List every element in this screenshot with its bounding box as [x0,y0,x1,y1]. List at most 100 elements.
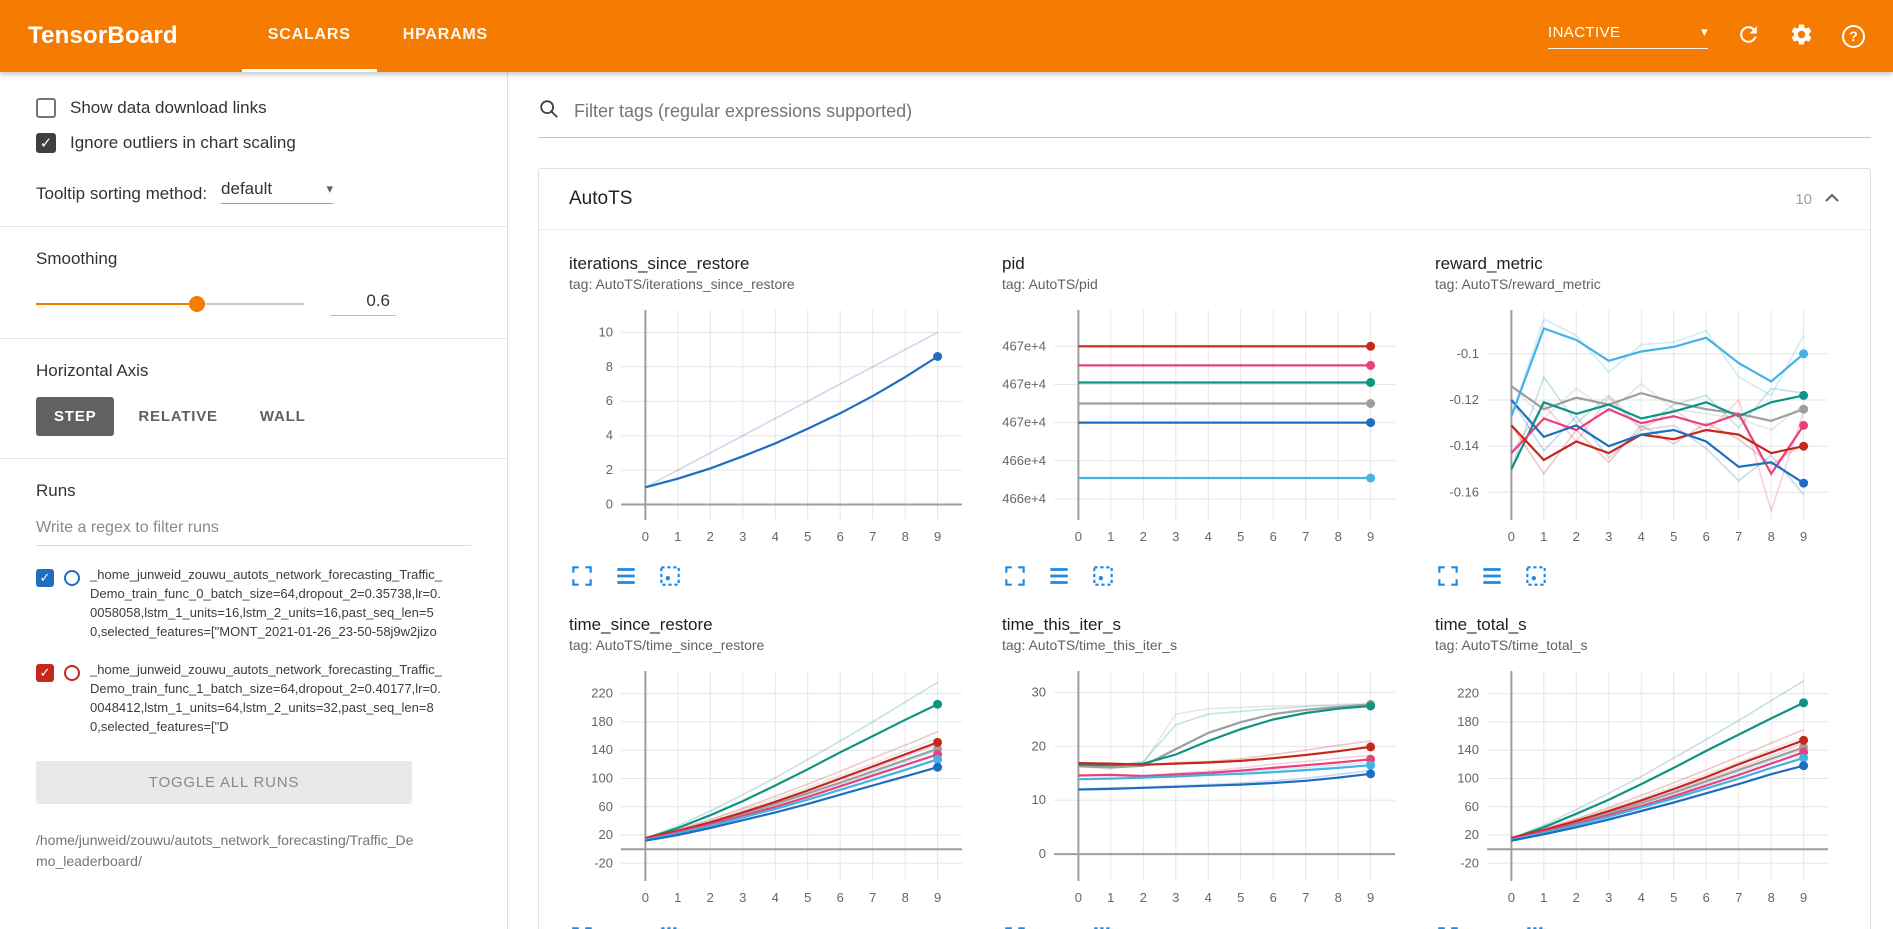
chart-title: pid [1002,254,1025,273]
data-refresh-status-select[interactable]: INACTIVE ▾ [1548,24,1708,49]
runs-filter-input[interactable] [36,511,471,546]
svg-text:5: 5 [1670,529,1677,544]
expand-chart-icon[interactable] [569,563,595,589]
svg-text:0: 0 [606,497,613,512]
chart-plot[interactable]: 0 1 2 3 4 5 6 7 8 9 220 180 140 100 60 20 -20 [1435,661,1840,911]
svg-text:20: 20 [1032,738,1046,753]
tag-group-card-autots: AutoTS 10 iterations_since_restore tag: A… [538,168,1871,929]
svg-text:3: 3 [739,529,746,544]
expand-chart-icon[interactable] [1435,563,1461,589]
card-title: AutoTS [569,188,633,209]
data-table-icon[interactable] [1046,563,1072,589]
chart-toolbar [1002,563,1407,589]
chart-title: time_total_s [1435,615,1527,634]
expand-chart-icon[interactable] [1435,924,1461,929]
axis-button-wall[interactable]: WALL [242,397,324,436]
checkbox-ignore-outliers[interactable]: ✓ Ignore outliers in chart scaling [36,133,471,153]
svg-text:0: 0 [1075,529,1082,544]
expand-chart-icon[interactable] [1002,563,1028,589]
svg-text:0: 0 [1508,890,1515,905]
chart-plot[interactable]: 0 1 2 3 4 5 6 7 8 9 0 2 4 6 8 10 [569,300,974,550]
chart-toolbar [1435,924,1840,929]
run-solo-radio[interactable] [64,570,80,586]
data-table-icon[interactable] [613,924,639,929]
fit-domain-icon[interactable] [657,563,683,589]
svg-text:4: 4 [1638,529,1645,544]
svg-text:220: 220 [591,686,613,701]
svg-text:60: 60 [599,799,613,814]
tab-hparams[interactable]: HPARAMS [402,25,489,43]
chart-tag: tag: AutoTS/reward_metric [1435,276,1601,292]
chart-tag: tag: AutoTS/time_this_iter_s [1002,637,1178,653]
run-solo-radio[interactable] [64,665,80,682]
card-header[interactable]: AutoTS 10 [539,169,1870,230]
slider-thumb[interactable] [188,295,205,312]
data-table-icon[interactable] [1479,563,1505,589]
chart-plot[interactable]: 0 1 2 3 4 5 6 7 8 9 220 180 140 100 60 20 -20 [569,661,974,911]
run-name: _home_junweid_zouwu_autots_network_forec… [90,662,442,734]
svg-text:8: 8 [1768,529,1775,544]
help-button[interactable]: ? [1842,24,1865,48]
fit-domain-icon[interactable] [657,924,683,929]
toggle-all-runs-button[interactable]: TOGGLE ALL RUNS [36,760,412,804]
run-item: ✓ _home_junweid_zouwu_autots_network_fore… [36,566,471,641]
settings-button[interactable] [1789,22,1814,50]
run-list: ✓ _home_junweid_zouwu_autots_network_fore… [36,566,471,737]
refresh-icon [1736,22,1761,50]
tooltip-sorting-select[interactable]: default ▾ [221,179,334,204]
tab-scalars[interactable]: SCALARS [241,0,377,72]
svg-text:6: 6 [1703,890,1710,905]
fit-domain-icon[interactable] [1523,924,1549,929]
tag-filter-input[interactable] [574,101,1871,122]
svg-text:4: 4 [1638,890,1645,905]
svg-text:9: 9 [1800,890,1807,905]
axis-button-relative[interactable]: RELATIVE [120,397,235,436]
run-checkbox[interactable]: ✓ [36,664,54,683]
svg-text:6: 6 [837,890,844,905]
expand-chart-icon[interactable] [1002,924,1028,929]
svg-text:4: 4 [1205,890,1212,905]
svg-text:100: 100 [591,771,613,786]
card-collapse-control[interactable]: 10 [1795,190,1840,208]
data-table-icon[interactable] [613,563,639,589]
svg-text:1: 1 [1540,529,1547,544]
svg-text:7: 7 [1735,529,1742,544]
chart-title: time_since_restore [569,615,713,634]
fit-domain-icon[interactable] [1090,924,1116,929]
svg-text:4: 4 [772,890,779,905]
runs-label: Runs [36,481,76,500]
svg-text:3: 3 [739,890,746,905]
svg-text:2.466e+4: 2.466e+4 [1002,453,1046,468]
smoothing-value[interactable]: 0.6 [330,291,396,316]
chevron-down-icon: ▾ [1701,24,1708,39]
chart-title: reward_metric [1435,254,1543,273]
checkbox [36,98,56,118]
svg-text:9: 9 [1367,529,1374,544]
chart-tag: tag: AutoTS/iterations_since_restore [569,276,795,292]
chart-plot[interactable]: 0 1 2 3 4 5 6 7 8 9 2.467e+4 2.467e+4 2.467e+4 2.466e… [991,300,1407,550]
help-icon: ? [1842,24,1865,48]
axis-button-step[interactable]: STEP [36,397,115,436]
svg-text:10: 10 [1032,792,1046,807]
data-table-icon[interactable] [1046,924,1072,929]
svg-text:5: 5 [1670,890,1677,905]
svg-text:3: 3 [1605,890,1612,905]
divider [0,338,507,339]
svg-text:6: 6 [1270,529,1277,544]
smoothing-label: Smoothing [36,249,118,268]
smoothing-slider[interactable] [36,294,304,314]
divider [0,458,507,459]
refresh-button[interactable] [1736,22,1761,50]
fit-domain-icon[interactable] [1090,563,1116,589]
fit-domain-icon[interactable] [1523,563,1549,589]
svg-text:-0.12: -0.12 [1449,392,1479,407]
chart-plot[interactable]: 0 1 2 3 4 5 6 7 8 9 -0.1 -0.12 -0.14 -0.16 [1435,300,1840,550]
run-checkbox[interactable]: ✓ [36,569,54,587]
chart-card-iterations_since_restore: iterations_since_restore tag: AutoTS/iter… [569,254,974,589]
svg-text:8: 8 [1335,529,1342,544]
chart-plot[interactable]: 0 1 2 3 4 5 6 7 8 9 30 20 10 0 [1002,661,1407,911]
data-table-icon[interactable] [1479,924,1505,929]
checkbox-show-download-links[interactable]: Show data download links [36,98,471,118]
expand-chart-icon[interactable] [569,924,595,929]
